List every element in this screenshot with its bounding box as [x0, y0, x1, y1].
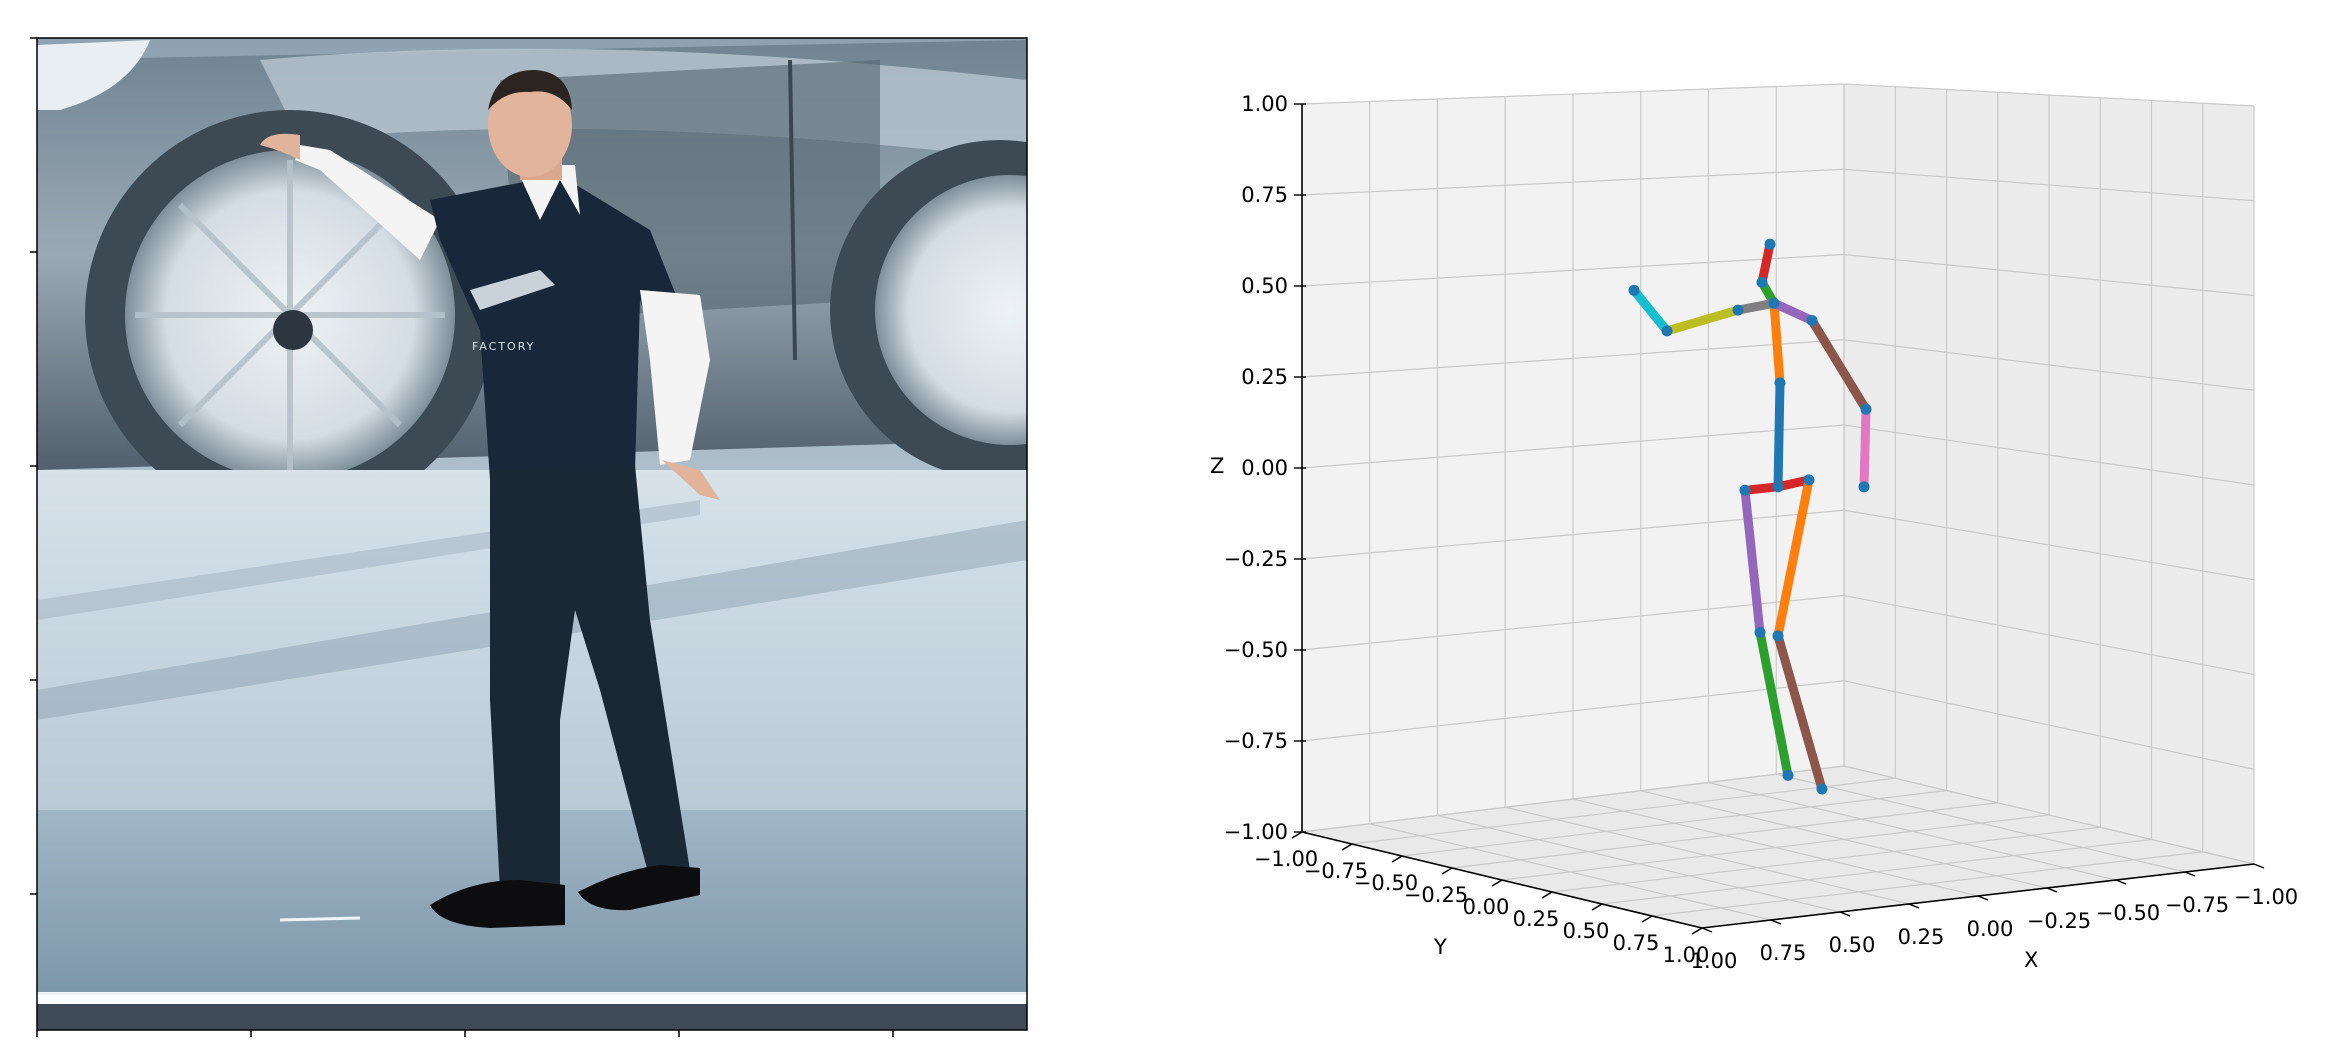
stage-edge	[37, 992, 1027, 1004]
tick-marks	[1291, 103, 2265, 935]
person: FACTORY	[260, 70, 720, 928]
y-axis-label: Y	[1433, 935, 1447, 959]
photo-frame	[36, 37, 1028, 1031]
bone-neck-head	[1757, 239, 1775, 287]
raised-arm	[295, 145, 440, 260]
stage-photo: FACTORY	[37, 38, 1027, 1030]
y-tick-label: −1.00	[1254, 847, 1318, 871]
photo-panel: FACTORY	[30, 37, 1028, 1037]
grid-lines	[1301, 83, 2255, 929]
joint-right_knee	[1772, 630, 1784, 642]
tick-labels: 1.000.750.500.250.00−0.25−0.50−0.75−1.00…	[1224, 92, 2299, 973]
bone-right_hip-right_knee	[1773, 475, 1814, 641]
joint-right_shoulder	[1732, 304, 1744, 316]
x-axis-label: X	[2024, 948, 2038, 972]
bone-pelvis-spine	[1773, 378, 1785, 492]
y-tick-label: −0.25	[1404, 883, 1468, 907]
headlight	[37, 40, 150, 110]
z-tick-label: −0.25	[1224, 547, 1288, 571]
y-tick-label: 0.00	[1463, 895, 1510, 919]
bone-spine-thorax	[1769, 298, 1785, 388]
bone-thorax-right_shoulder	[1733, 298, 1779, 315]
tshirt	[430, 175, 690, 480]
y-tick-label: 0.25	[1513, 907, 1560, 931]
joint-left_hip	[1739, 484, 1751, 496]
photo-axis-ticks	[30, 37, 894, 1037]
joint-head	[1764, 238, 1776, 250]
rear-wheel	[875, 175, 1027, 445]
bone-left_hip-left_knee	[1740, 485, 1765, 637]
right-shoe	[578, 865, 700, 911]
joint-thorax	[1768, 297, 1780, 309]
skeleton	[1628, 238, 1872, 795]
joint-right_elbow	[1661, 325, 1673, 337]
x-tick-label: −0.25	[2027, 909, 2091, 933]
bone-left_knee-left_ankle	[1755, 627, 1793, 780]
z-tick-label: −0.75	[1224, 729, 1288, 753]
hair	[488, 70, 572, 110]
x-tick-label: 1.00	[1691, 949, 1738, 973]
joint-left_shoulder	[1806, 315, 1818, 327]
bone-right_elbow-right_wrist	[1629, 285, 1672, 336]
x-tick-label: 0.75	[1760, 941, 1807, 965]
x-tick-label: −0.50	[2096, 901, 2160, 925]
bone-left_elbow-left_wrist	[1859, 404, 1871, 492]
joint-left_ankle	[1782, 769, 1794, 781]
z-axis-label: Z	[1210, 454, 1224, 478]
joint-right_hip	[1803, 474, 1815, 486]
y-tick-label: −0.75	[1304, 859, 1368, 883]
z-tick-label: −0.50	[1224, 638, 1288, 662]
bone-pelvis-left_hip	[1740, 482, 1783, 495]
joint-left_wrist	[1858, 481, 1870, 493]
x-tick-label: 0.50	[1829, 933, 1876, 957]
y-tick-label: 1.00	[1663, 943, 1710, 967]
z-tick-label: 0.50	[1241, 274, 1288, 298]
head	[488, 73, 572, 177]
x-tick-label: 0.00	[1967, 917, 2014, 941]
joint-spine	[1774, 377, 1786, 389]
shirt-print-text: FACTORY	[472, 340, 535, 353]
z-tick-label: 0.25	[1241, 365, 1288, 389]
joint-left_knee	[1754, 626, 1766, 638]
z-tick-label: 0.75	[1241, 183, 1288, 207]
wheel-logo	[273, 310, 313, 350]
y-tick-label: 0.75	[1613, 931, 1660, 955]
y-tick-label: −0.50	[1354, 871, 1418, 895]
x-tick-label: −0.75	[2165, 893, 2229, 917]
bone-right_knee-right_ankle	[1773, 631, 1827, 794]
joint-pelvis	[1772, 481, 1784, 493]
joint-left_elbow	[1860, 403, 1872, 415]
bone-left_shoulder-left_elbow	[1807, 316, 1871, 414]
joint-right_ankle	[1816, 783, 1828, 795]
x-tick-label: 0.25	[1898, 925, 1945, 949]
z-tick-label: 0.00	[1241, 456, 1288, 480]
bone-right_shoulder-right_elbow	[1662, 305, 1743, 336]
joint-right_wrist	[1628, 284, 1640, 296]
z-tick-label: 1.00	[1241, 92, 1288, 116]
trousers	[490, 465, 690, 890]
bone-thorax-left_shoulder	[1769, 298, 1817, 326]
left-shoe	[430, 880, 565, 928]
shirt-print	[470, 270, 555, 310]
y-tick-label: 0.50	[1563, 919, 1610, 943]
z-tick-label: −1.00	[1224, 820, 1288, 844]
joint-neck	[1756, 276, 1768, 288]
x-tick-label: −1.00	[2234, 885, 2298, 909]
pose-3d-plot: 1.000.750.500.250.00−0.25−0.50−0.75−1.00…	[1210, 83, 2299, 973]
